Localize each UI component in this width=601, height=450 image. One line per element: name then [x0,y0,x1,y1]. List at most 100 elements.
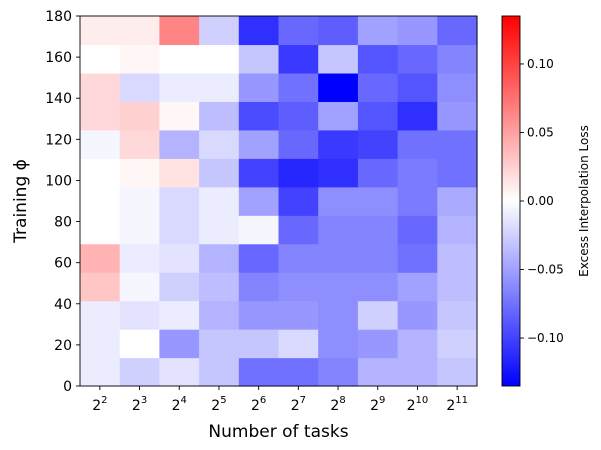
heatmap-cell [159,186,200,216]
heatmap-cell [318,329,359,359]
heatmap-cell [397,215,438,245]
heatmap-cell [397,101,438,131]
heatmap-cell [437,357,478,387]
heatmap-cell [119,16,160,46]
heatmap-cell [159,300,200,330]
heatmap-cell [318,129,359,159]
heatmap-cell [437,300,478,330]
colorbar-tick-label: −0.05 [527,263,564,277]
heatmap-cell [357,129,399,159]
heatmap-cell [278,186,319,216]
heatmap-cell [318,300,359,330]
plot-frame [79,15,478,387]
heatmap-cell [119,129,160,159]
y-axis-ticks: 0 20 40 60 80 100 120 140 160 180 [45,9,80,395]
x-axis-label: Number of tasks [208,422,348,442]
y-axis-label: Training ϕ [11,159,31,244]
heatmap-cell [397,158,438,188]
heatmap-cell [357,300,399,330]
heatmap-cell [80,129,121,159]
heatmap-cell [159,16,200,46]
heatmap-cell [199,129,240,159]
heatmap-cell [119,158,160,188]
heatmap-cell [119,72,160,102]
heatmap-cell [278,158,319,188]
heatmap-cell [357,186,399,216]
heatmap-cell [357,357,399,387]
heatmap-cell [437,243,478,273]
heatmap-cell [278,129,319,159]
heatmap-cell [318,215,359,245]
y-tick-label: 40 [54,297,72,313]
heatmap-cell [159,72,200,102]
heatmap-cell [80,101,121,131]
heatmap-cell [238,272,280,302]
y-tick-label: 120 [45,132,72,148]
heatmap-cell [357,329,399,359]
heatmap-cell [278,272,319,302]
heatmap-cell [437,72,478,102]
heatmap-cell [199,158,240,188]
heatmap-cell [80,300,121,330]
heatmap-cell [437,16,478,46]
x-tick-label: 26 [251,395,266,414]
heatmap-cell [80,72,121,102]
heatmap-cell [278,16,319,46]
colorbar-label: Excess Interpolation Loss [577,125,591,277]
heatmap-cell [119,272,160,302]
heatmap-cell [278,243,319,273]
heatmap-cell [80,243,121,273]
heatmap-cell [318,186,359,216]
heatmap-cell [278,215,319,245]
colorbar-tick-label: 0.05 [527,125,554,139]
heatmap-cell [318,16,359,46]
heatmap-cell [278,329,319,359]
x-tick-label: 22 [92,395,107,414]
heatmap-cell [80,215,121,245]
heatmap-cell [159,243,200,273]
heatmap-cell [238,129,280,159]
heatmap-cell [437,186,478,216]
heatmap-cell [238,186,280,216]
colorbar-tick-label: 0.10 [527,57,554,71]
heatmap-cell [397,44,438,74]
heatmap-cell [397,329,438,359]
heatmap-cell [318,101,359,131]
heatmap-cell [199,215,240,245]
heatmap-cell [278,300,319,330]
heatmap-cell [199,16,240,46]
heatmap-cell [357,215,399,245]
heatmap-cell [199,329,240,359]
y-tick-label: 100 [45,173,72,189]
heatmap-cell [278,357,319,387]
heatmap-cell [238,44,280,74]
heatmap-cell [80,44,121,74]
heatmap-cell [119,243,160,273]
heatmap-cell [437,101,478,131]
heatmap-cell [238,357,280,387]
heatmap-cell [318,72,359,102]
heatmap-cell [119,44,160,74]
heatmap-cell [238,329,280,359]
heatmap-cell [357,272,399,302]
heatmap-cell [357,101,399,131]
heatmap-cell [238,72,280,102]
heatmap-cell [357,243,399,273]
heatmap-cell [80,186,121,216]
colorbar-ticks: −0.10 −0.05 0.00 0.05 0.10 [520,57,564,345]
heatmap-cell [238,101,280,131]
heatmap-cell [80,16,121,46]
heatmap-cell [357,16,399,46]
heatmap-cell [318,272,359,302]
heatmap-cell [199,272,240,302]
heatmap-cell [199,357,240,387]
heatmap-cell [397,129,438,159]
heatmap-cell [199,243,240,273]
y-tick-label: 180 [45,9,72,25]
heatmap-cell [80,272,121,302]
heatmap-cell [119,215,160,245]
y-tick-label: 160 [45,50,72,66]
colorbar [501,15,521,387]
x-tick-label: 29 [370,395,385,414]
